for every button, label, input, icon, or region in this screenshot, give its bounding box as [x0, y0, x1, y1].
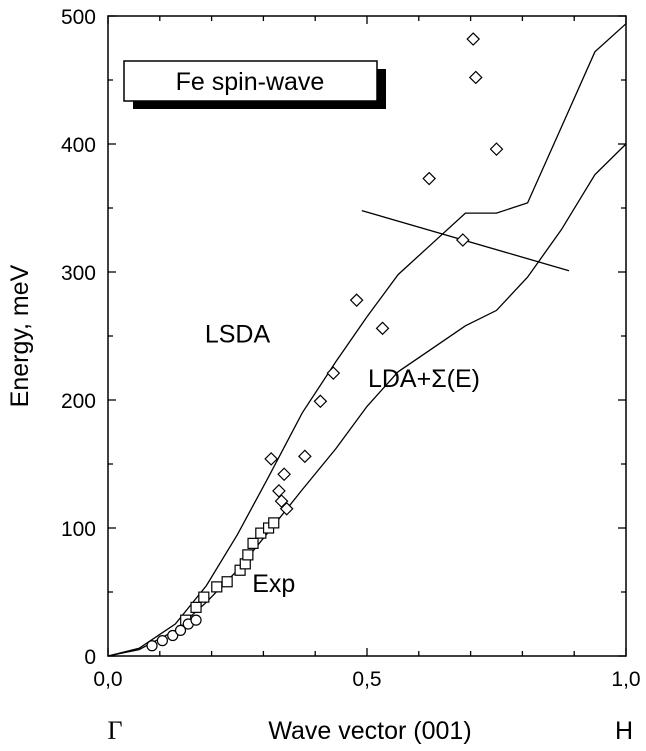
h-point-label: H [615, 717, 633, 745]
diamond-point [468, 70, 483, 85]
series-layer [107, 23, 627, 657]
y-axis-label: Energy, meV [6, 264, 34, 407]
plot-frame [107, 15, 627, 657]
axes: 0 100 200 300 400 500 0,0 0,5 1,0 [61, 6, 641, 691]
series-line-lda-e [107, 143, 627, 657]
diamond-point [375, 321, 390, 336]
square-point [190, 601, 202, 613]
diamond-point [349, 293, 364, 308]
series-line-lsda [107, 23, 627, 657]
gamma-point-label: Γ [107, 716, 122, 745]
diamond-point [279, 501, 294, 516]
y-tick-label: 400 [61, 134, 96, 157]
diamond-point [422, 171, 437, 186]
annotations-layer: LSDA LDA+Σ(E) Exp [205, 320, 480, 598]
annotation-label: LSDA [205, 320, 271, 348]
y-tick-label: 500 [61, 6, 96, 29]
diamond-point [326, 366, 341, 380]
diamond-point [272, 484, 286, 498]
y-tick-label: 300 [61, 262, 96, 285]
square-point [211, 581, 223, 593]
y-tick-label: 0 [84, 646, 96, 669]
y-tick-label: 100 [61, 518, 96, 541]
x-tick-label: 1,0 [611, 668, 640, 691]
circle-point [146, 640, 158, 652]
x-tick-label: 0,5 [352, 668, 381, 691]
circle-point [190, 614, 202, 626]
x-tick-label: 0,0 [93, 668, 122, 691]
chart-title: Fe spin-wave [176, 68, 325, 96]
diamond-point [264, 452, 279, 466]
diamond-point [466, 32, 481, 46]
square-point [247, 537, 259, 549]
diamond-point [277, 467, 291, 482]
x-axis-label: Wave vector (001) [268, 717, 471, 745]
chart-title-box: Fe spin-wave [123, 60, 386, 109]
circle-point [156, 635, 168, 647]
y-tick-label: 200 [61, 390, 96, 413]
square-point [198, 591, 210, 603]
diamond-point [455, 233, 470, 247]
diamond-point [313, 394, 328, 409]
circle-point [174, 624, 187, 637]
circle-point [167, 629, 179, 642]
title-box-frame [123, 60, 378, 102]
square-point [221, 576, 233, 588]
square-point [268, 517, 280, 529]
square-point [242, 549, 254, 561]
diamond-point [489, 142, 504, 156]
diamond-point [297, 449, 312, 464]
annotation-label: LDA+Σ(E) [368, 365, 480, 393]
diamond-point [274, 494, 289, 508]
annotation-label: Exp [252, 570, 295, 598]
